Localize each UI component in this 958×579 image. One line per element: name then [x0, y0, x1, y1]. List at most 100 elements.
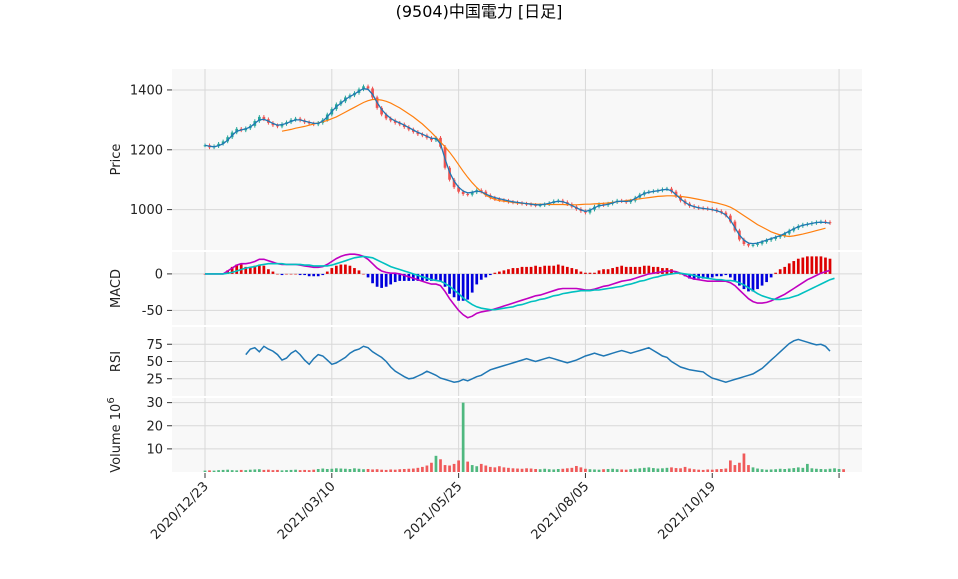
macd-histogram-bar: [570, 268, 574, 274]
rsi-line: [245, 338, 831, 383]
macd-histogram-bar: [565, 266, 569, 274]
volume-bar: [556, 468, 560, 472]
macd-histogram-bar: [710, 273, 714, 278]
macd-histogram-bar: [303, 273, 306, 276]
macd-histogram-bar: [498, 271, 501, 274]
candle-body: [448, 167, 451, 180]
macd-histogram-bar: [633, 266, 637, 274]
volume-bar: [516, 468, 519, 472]
volume-bar: [706, 469, 710, 472]
macd-histogram-bar: [538, 266, 542, 274]
volume-bar: [747, 465, 750, 472]
volume-bar: [271, 470, 275, 472]
volume-bar: [488, 466, 492, 472]
y-axis-label: RSI: [109, 351, 124, 372]
candle-body: [457, 187, 460, 192]
volume-bar: [565, 468, 569, 472]
volume-bar: [701, 469, 705, 472]
macd-histogram-bar: [638, 266, 642, 274]
volume-bar: [674, 468, 678, 472]
y-axis-label: MACD: [109, 269, 124, 308]
macd-histogram-bar: [688, 273, 691, 279]
volume-bar: [339, 468, 343, 472]
macd-histogram-bar: [652, 266, 655, 274]
macd-histogram-bar: [810, 256, 814, 274]
volume-bar: [656, 468, 660, 472]
macd-histogram-bar: [276, 273, 279, 275]
volume-bar: [837, 468, 841, 472]
volume-bar: [493, 467, 497, 472]
macd-histogram-bar: [511, 268, 515, 274]
volume-bar: [665, 467, 669, 472]
volume-bar: [434, 455, 438, 472]
volume-bar: [534, 468, 537, 472]
volume-bar: [697, 469, 701, 472]
macd-histogram-bar: [457, 273, 460, 301]
candle-body: [389, 118, 393, 121]
y-tick-label: 20: [146, 419, 163, 434]
macd-histogram-bar: [312, 273, 316, 277]
macd-histogram-bar: [815, 256, 818, 274]
volume-bar: [529, 468, 533, 472]
volume-bar: [280, 470, 284, 472]
volume-bar: [267, 469, 270, 472]
volume-bar: [466, 461, 470, 472]
volume-bar: [670, 467, 673, 472]
candle-body: [257, 116, 261, 122]
macd-histogram-bar: [706, 273, 710, 279]
macd-histogram-bar: [552, 265, 556, 274]
panel-bg-volume: [172, 398, 862, 472]
macd-histogram-bar: [307, 273, 311, 277]
macd-histogram-bar: [575, 269, 578, 274]
volume-bar: [257, 469, 261, 472]
volume-bar: [570, 467, 574, 472]
volume-bar: [624, 469, 628, 472]
volume-bar: [248, 469, 252, 472]
volume-bar: [448, 465, 451, 472]
volume-bar: [588, 469, 592, 472]
candle-body: [493, 197, 497, 200]
volume-bar: [824, 469, 827, 472]
macd-histogram-bar: [774, 272, 778, 274]
candle-body: [769, 238, 773, 241]
macd-histogram-bar: [398, 273, 402, 281]
volume-bar: [778, 468, 782, 472]
volume-bar: [642, 467, 646, 472]
volume-bar: [416, 467, 420, 472]
volume-bar: [325, 468, 329, 472]
volume-bar: [298, 470, 302, 472]
volume-bar: [647, 467, 651, 472]
macd-histogram-bar: [615, 266, 619, 274]
macd-histogram-bar: [371, 273, 374, 284]
candle-body: [747, 244, 750, 246]
volume-bar: [633, 468, 637, 472]
candle-body: [498, 199, 501, 201]
volume-bar: [579, 467, 583, 472]
volume-bar: [375, 469, 379, 472]
macd-histogram-bar: [344, 264, 347, 274]
macd-histogram-bar: [411, 273, 415, 281]
macd-histogram-bar: [733, 273, 737, 281]
volume-exponent: 6: [106, 397, 117, 403]
volume-bar: [312, 469, 316, 472]
volume-bar: [253, 469, 257, 472]
macd-histogram-bar: [747, 273, 750, 292]
macd-histogram-bar: [679, 273, 682, 275]
candle-body: [221, 141, 225, 144]
macd-histogram-bar: [783, 266, 787, 274]
macd-histogram-bar: [375, 273, 379, 287]
macd-histogram-bar: [756, 273, 759, 290]
macd-histogram-bar: [461, 273, 465, 301]
volume-bar: [561, 468, 565, 472]
volume-bar: [357, 468, 361, 472]
volume-bar: [760, 469, 764, 472]
volume-bar: [484, 465, 488, 472]
macd-histogram-bar: [484, 273, 488, 278]
volume-bar: [262, 469, 266, 472]
y-tick-label: -50: [142, 304, 163, 319]
x-tick-label: 2021/05/25: [402, 479, 466, 543]
candle-body: [538, 205, 542, 207]
macd-histogram-bar: [434, 273, 438, 280]
volume-bar: [547, 469, 551, 472]
